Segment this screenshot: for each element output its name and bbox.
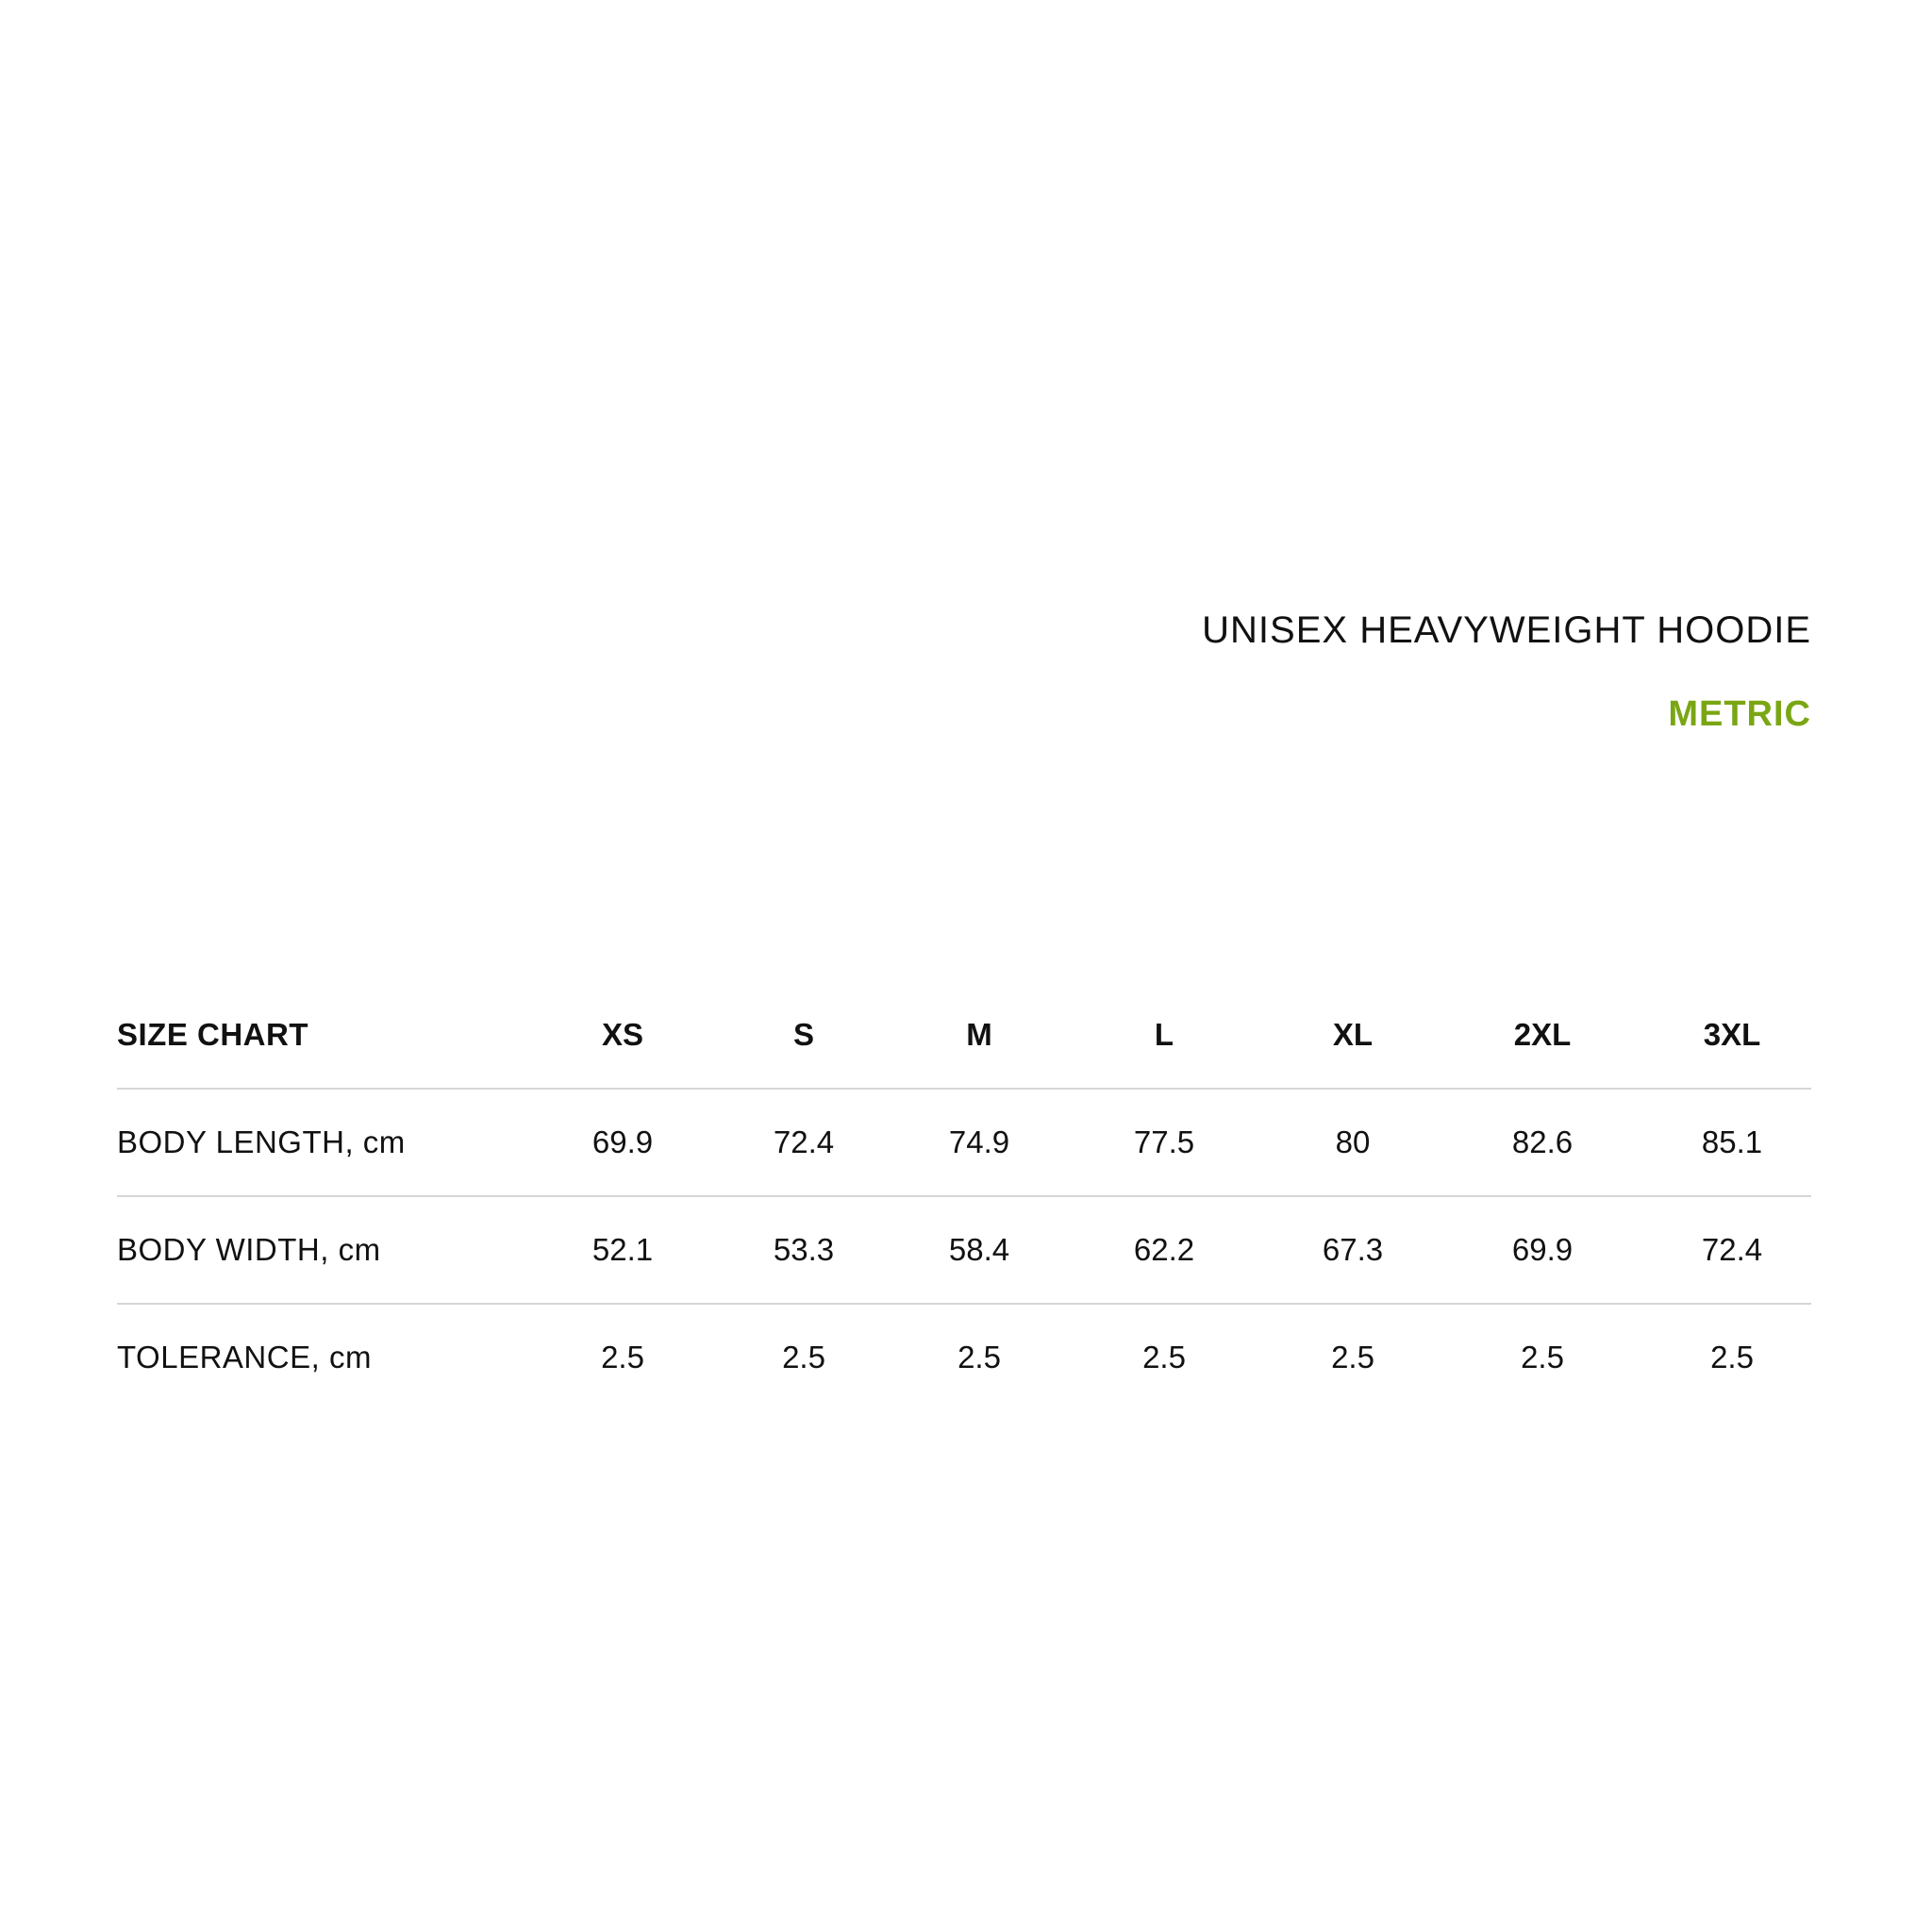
table-cell: 2.5 [1142,1340,1186,1374]
row-label: BODY WIDTH, cm [117,1232,381,1267]
table-row: BODY LENGTH, cm 69.9 72.4 74.9 77.5 80 82.6 85… [117,1090,1811,1197]
size-header-2xl: 2XL [1513,1016,1572,1052]
table-cell: 2.5 [1710,1340,1754,1374]
table-cell: 77.5 [1133,1124,1195,1159]
unit-system-label: METRIC [1668,694,1811,734]
table-cell: 2.5 [1331,1340,1374,1374]
table-cell: 69.9 [591,1124,654,1159]
size-header-xs: XS [601,1016,644,1052]
size-header-m: M [966,1016,992,1052]
table-cell: 69.9 [1511,1232,1574,1267]
table-cell: 58.4 [948,1232,1010,1267]
table-cell: 67.3 [1322,1232,1384,1267]
product-title: UNISEX HEAVYWEIGHT HOODIE [1202,609,1811,651]
table-cell: 2.5 [782,1340,825,1374]
table-cell: 85.1 [1701,1124,1763,1159]
table-header-row: SIZE CHART XS S M L XL 2XL 3XL [117,981,1811,1090]
row-label: TOLERANCE, cm [117,1340,372,1374]
table-cell: 52.1 [591,1232,654,1267]
table-cell: 72.4 [773,1124,835,1159]
size-header-l: L [1154,1016,1174,1052]
header-label: SIZE CHART [117,1016,308,1052]
table-cell: 80 [1335,1124,1371,1159]
size-header-3xl: 3XL [1703,1016,1761,1052]
table-cell: 2.5 [601,1340,644,1374]
size-header-s: S [792,1016,815,1052]
size-header-xl: XL [1332,1016,1374,1052]
table-cell: 82.6 [1511,1124,1574,1159]
table-cell: 2.5 [1521,1340,1564,1374]
table-row: BODY WIDTH, cm 52.1 53.3 58.4 62.2 67.3 69.9 7… [117,1197,1811,1305]
table-cell: 62.2 [1133,1232,1195,1267]
row-label: BODY LENGTH, cm [117,1124,406,1159]
table-cell: 2.5 [958,1340,1001,1374]
table-cell: 72.4 [1701,1232,1763,1267]
size-chart-table: SIZE CHART XS S M L XL 2XL 3XL BODY LENGTH, cm… [117,981,1811,1410]
table-cell: 53.3 [773,1232,835,1267]
table-cell: 74.9 [948,1124,1010,1159]
table-row: TOLERANCE, cm 2.5 2.5 2.5 2.5 2.5 2.5 2.5 [117,1305,1811,1410]
